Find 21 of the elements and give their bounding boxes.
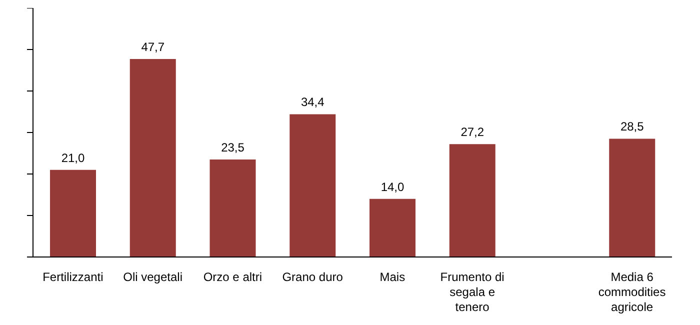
data-label: 28,5 bbox=[620, 120, 644, 134]
data-label: 47,7 bbox=[141, 40, 165, 54]
x-tick-label: Mais bbox=[380, 270, 406, 284]
bar bbox=[130, 59, 176, 257]
x-tick-label: Fertilizzanti bbox=[42, 270, 104, 284]
x-tick-label: Oli vegetali bbox=[123, 270, 182, 284]
bar bbox=[290, 114, 336, 257]
bar bbox=[210, 159, 256, 257]
data-label: 34,4 bbox=[300, 95, 325, 110]
data-label: 14,0 bbox=[380, 180, 404, 194]
bar bbox=[449, 144, 496, 257]
bar bbox=[50, 170, 96, 257]
data-label: 23,5 bbox=[221, 140, 245, 154]
x-tick-label: Grano duro bbox=[282, 270, 344, 284]
bar bbox=[609, 138, 656, 257]
data-label: 21,0 bbox=[61, 150, 85, 165]
data-label: 27,2 bbox=[460, 125, 484, 140]
bar bbox=[370, 198, 416, 257]
x-tick-label: Frumento di segala e tenero bbox=[440, 270, 504, 314]
x-tick-label: Media 6 commodities agricole bbox=[598, 270, 666, 314]
x-tick-label: Orzo e altri bbox=[203, 270, 262, 284]
